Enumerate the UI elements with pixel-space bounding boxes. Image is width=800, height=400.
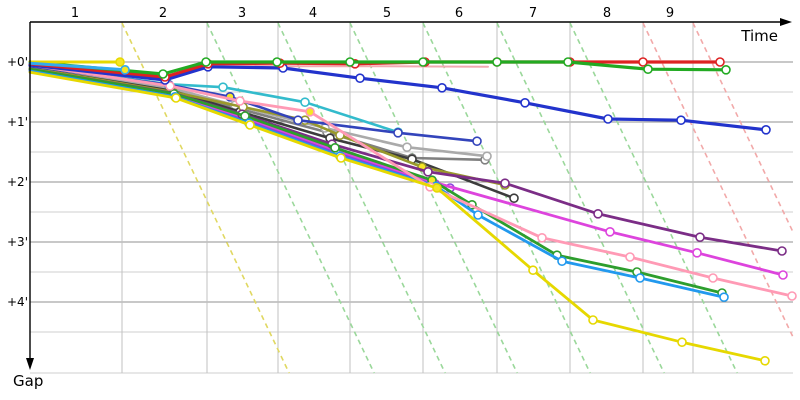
control-point-red xyxy=(638,57,648,67)
control-point-blue-a xyxy=(355,73,365,83)
control-point-turquoise xyxy=(300,97,310,107)
control-point-pink xyxy=(625,252,635,262)
control-point-purple xyxy=(593,209,603,219)
y-axis-title: Gap xyxy=(13,372,44,390)
control-point-yellow-b xyxy=(171,93,181,103)
control-point-purple xyxy=(423,167,433,177)
control-point-yellow-b xyxy=(245,120,255,130)
control-point-blue-a xyxy=(437,83,447,93)
control-point-green-a xyxy=(721,65,731,75)
control-point-black xyxy=(509,193,519,203)
control-point-green-a xyxy=(643,64,653,74)
series-line-green-a xyxy=(28,60,728,76)
control-point-blue-a xyxy=(603,114,613,124)
x-tick-label-3: 3 xyxy=(238,6,246,21)
control-point-purple xyxy=(777,246,787,256)
isochrone-dashed-line xyxy=(569,22,738,374)
control-point-pink xyxy=(537,233,547,243)
y-tick-label-2: +2' xyxy=(7,175,28,189)
series-line-yellow-b xyxy=(28,70,767,363)
isochrone-dashed-line xyxy=(277,22,446,374)
control-point-green-a xyxy=(492,57,502,67)
control-point-green-a xyxy=(272,57,282,67)
control-point-purple xyxy=(500,178,510,188)
control-point-magenta xyxy=(605,227,615,237)
control-point-blue-b xyxy=(393,128,403,138)
y-tick-label-3: +3' xyxy=(7,235,28,249)
control-point-green-b xyxy=(330,143,340,153)
control-point-purple xyxy=(695,232,705,242)
y-tick-label-4: +4' xyxy=(7,295,28,309)
isochrone-dashed-line xyxy=(692,22,794,233)
control-point-yellow-b xyxy=(588,315,598,325)
x-tick-label-6: 6 xyxy=(455,6,463,21)
isochrone-dashed-line xyxy=(206,22,375,374)
control-point-magenta xyxy=(778,270,788,280)
series-line-gray-a xyxy=(28,64,489,158)
control-point-yellow-b xyxy=(677,337,687,348)
x-axis-title: Time xyxy=(741,27,778,45)
x-axis-arrow xyxy=(780,18,792,26)
control-point-yellow-b xyxy=(336,153,346,163)
control-point-flagged-pink xyxy=(305,107,315,117)
isochrone-dashed-line xyxy=(422,22,591,374)
control-point-magenta xyxy=(692,248,702,258)
isochrone-dashed-line xyxy=(642,22,794,338)
control-point-green-a xyxy=(158,69,168,79)
control-point-green-a xyxy=(201,57,211,67)
x-tick-label-8: 8 xyxy=(603,6,611,21)
control-point-blue-b xyxy=(472,136,482,146)
control-point-dodger xyxy=(557,256,567,267)
control-point-blue-a xyxy=(520,98,530,108)
control-point-flagged-skyblue-a xyxy=(120,65,130,75)
series-line-skyblue-a xyxy=(28,61,127,72)
x-tick-label-4: 4 xyxy=(309,6,317,21)
control-point-green-a xyxy=(563,57,573,67)
control-point-gray-a xyxy=(482,151,492,161)
control-point-yellow-b xyxy=(528,265,538,276)
control-point-green-b xyxy=(240,111,250,121)
y-axis-arrow xyxy=(26,358,34,370)
x-tick-label-2: 2 xyxy=(159,6,167,21)
control-point-dodger xyxy=(635,273,645,283)
control-point-blue-a xyxy=(676,115,686,125)
series-line-green-b xyxy=(28,67,724,295)
x-tick-label-9: 9 xyxy=(666,6,674,21)
control-point-pink xyxy=(708,273,718,283)
control-point-red xyxy=(715,57,725,67)
isochrone-dashed-line xyxy=(496,22,665,374)
control-point-green-a xyxy=(418,57,428,67)
control-point-yellow-b xyxy=(760,355,770,366)
control-point-pink xyxy=(165,81,175,91)
control-point-turquoise xyxy=(218,82,228,92)
series-line-dodger xyxy=(28,69,726,299)
control-point-dodger xyxy=(719,292,729,303)
control-point-green-a xyxy=(345,57,355,67)
control-point-pink xyxy=(235,96,245,106)
x-tick-label-1: 1 xyxy=(71,6,79,21)
control-point-gray-a xyxy=(402,142,412,152)
control-point-flagged-yellow-b xyxy=(432,183,442,193)
x-tick-label-7: 7 xyxy=(529,6,537,21)
x-tick-label-5: 5 xyxy=(383,6,391,21)
control-point-dodger xyxy=(473,210,483,220)
control-point-blue-b xyxy=(293,115,303,125)
control-point-blue-a xyxy=(761,125,771,135)
control-point-pink xyxy=(787,291,797,301)
series-line-blue-a xyxy=(28,63,768,132)
y-tick-label-0: +0' xyxy=(7,55,28,69)
control-point-flagged-yellow-a xyxy=(115,57,125,67)
y-tick-label-1: +1' xyxy=(7,115,28,129)
